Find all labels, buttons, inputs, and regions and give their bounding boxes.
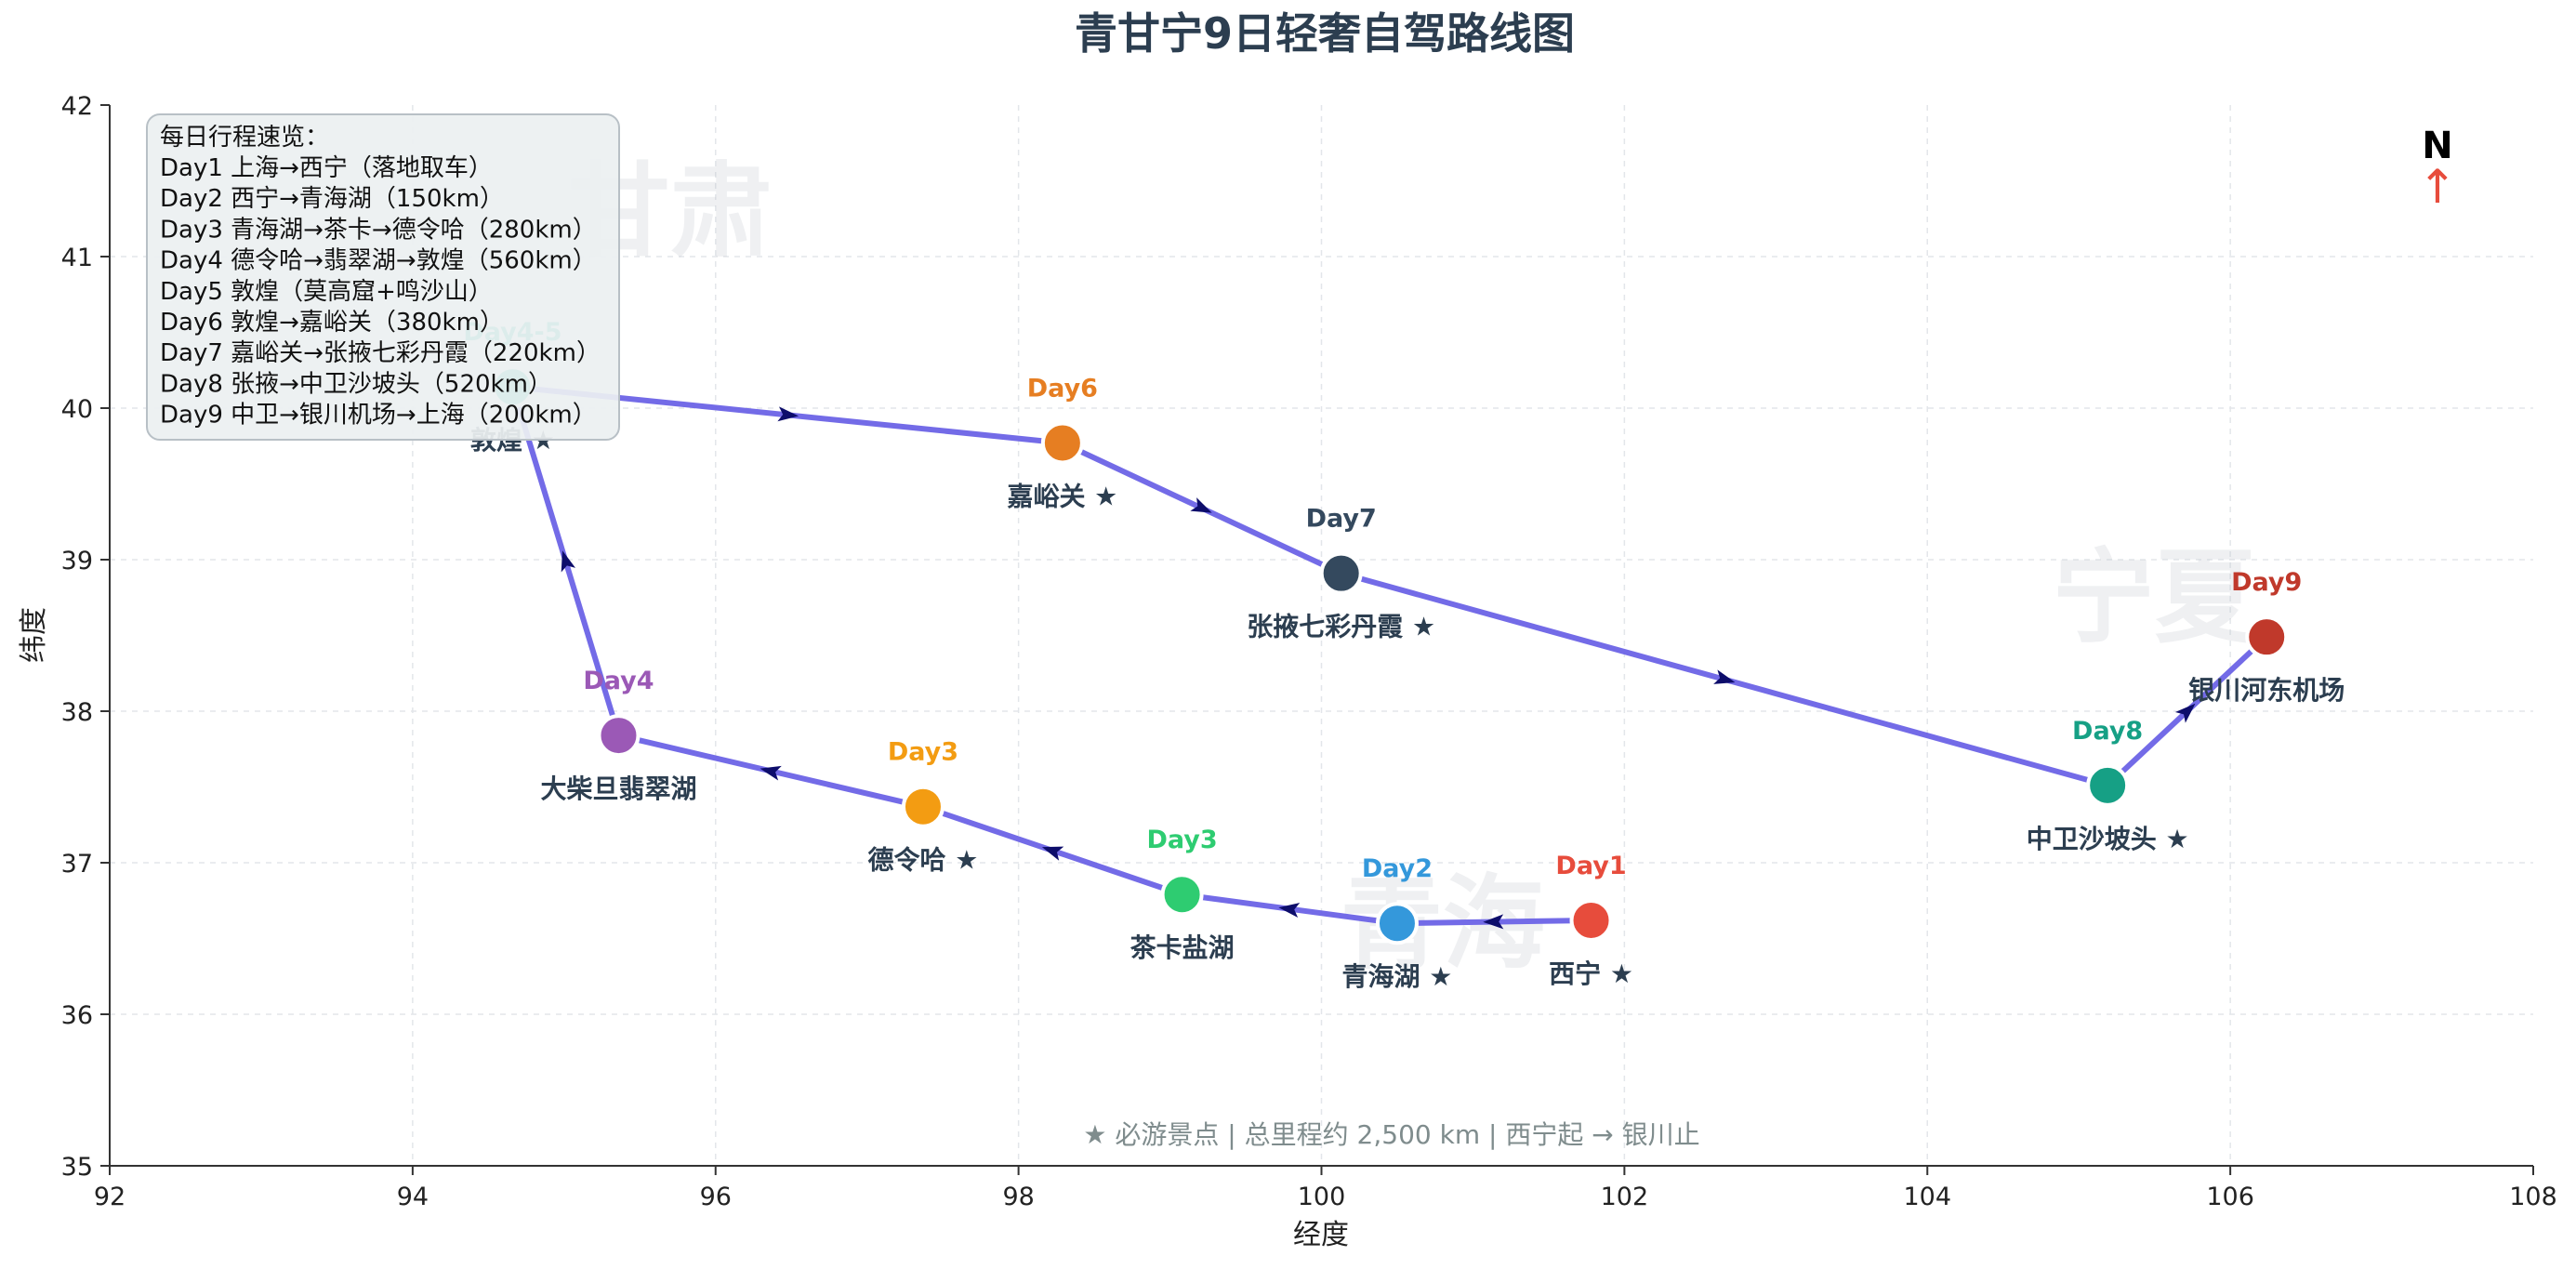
route-arrow (561, 550, 576, 573)
place-label: 嘉峪关 ★ (1007, 481, 1117, 511)
day-label: Day3 (888, 738, 958, 767)
day-label: Day2 (1362, 854, 1433, 883)
route-arrow (1713, 669, 1736, 684)
legend-box: 每日行程速览： Day1 上海→西宁（落地取车） Day2 西宁→青海湖（150k… (146, 113, 620, 441)
stop-marker (2245, 615, 2289, 659)
legend-title: 每日行程速览： (160, 124, 329, 152)
stop-marker (1375, 902, 1419, 945)
route-arrow (1278, 903, 1301, 918)
place-label: 银川河东机场 (2188, 675, 2345, 706)
day-label: Day4 (583, 667, 654, 695)
point-labels: Day1 西宁 ★ Day2 青海湖 ★ Day3 茶卡盐湖 Day3 德令哈 ★ Day4 大柴… (463, 318, 2345, 992)
x-tick-label: 108 (2509, 1183, 2557, 1211)
x-tick-label: 100 (1298, 1183, 1346, 1211)
day-label: Day8 (2072, 717, 2143, 746)
route-arrow (2174, 703, 2196, 723)
region-label: 宁夏 (2053, 538, 2258, 657)
y-tick-label: 40 (61, 395, 93, 424)
place-label: 中卫沙坡头 ★ (2027, 824, 2189, 854)
x-tick-label: 104 (1903, 1183, 1951, 1211)
legend-background (146, 113, 620, 441)
day-label: Day7 (1306, 505, 1377, 534)
x-axis-label: 经度 (1293, 1219, 1349, 1251)
footer-note: ★ 必游景点 | 总里程约 2,500 km | 西宁起 → 银川止 (1083, 1119, 1699, 1150)
y-tick-label: 42 (61, 92, 93, 121)
y-tick-label: 39 (61, 547, 93, 575)
route-arrow (1483, 914, 1504, 930)
y-tick-label: 41 (61, 244, 93, 272)
place-label: 茶卡盐湖 (1130, 932, 1235, 963)
north-arrow-icon: ↑ (2418, 160, 2457, 214)
chart-title: 青甘宁9日轻奢自驾路线图 (1075, 8, 1575, 59)
route-arrow (1190, 497, 1212, 513)
y-tick-label: 38 (61, 698, 93, 727)
place-label: 西宁 ★ (1549, 958, 1633, 989)
route-arrow (777, 406, 799, 422)
legend-line: Day8 张掖→中卫沙坡头（520km） (160, 370, 552, 398)
stop-marker (597, 714, 641, 758)
y-tick-label: 36 (61, 1001, 93, 1030)
route-line (509, 384, 2270, 927)
day-label: Day6 (1027, 374, 1098, 403)
legend-lines: Day1 上海→西宁（落地取车） Day2 西宁→青海湖（150km） Day3 青… (160, 154, 601, 430)
stop-marker (2086, 763, 2130, 807)
x-ticks: 92 94 96 98 100 102 104 106 108 (94, 1166, 2557, 1211)
x-tick-label: 94 (397, 1183, 429, 1211)
legend-line: Day4 德令哈→翡翠湖→敦煌（560km） (160, 247, 597, 275)
place-label: 张掖七彩丹霞 ★ (1247, 612, 1435, 642)
route-path (509, 384, 2270, 927)
legend-line: Day2 西宁→青海湖（150km） (160, 185, 504, 213)
stop-marker (1040, 421, 1084, 465)
route-arrows (561, 406, 2196, 930)
day-label: Day3 (1146, 826, 1217, 854)
stop-marker (901, 785, 945, 828)
y-ticks: 35 36 37 38 39 40 41 42 (61, 92, 110, 1182)
route-arrow (1041, 846, 1064, 861)
x-tick-label: 92 (94, 1183, 125, 1211)
x-tick-label: 98 (1002, 1183, 1034, 1211)
y-tick-label: 37 (61, 850, 93, 879)
y-tick-label: 35 (61, 1153, 93, 1182)
x-tick-label: 96 (700, 1183, 732, 1211)
legend-line: Day6 敦煌→嘉峪关（380km） (160, 309, 504, 337)
place-label: 大柴旦翡翠湖 (540, 773, 696, 804)
x-tick-label: 106 (2206, 1183, 2254, 1211)
stop-marker (1569, 898, 1613, 942)
place-label: 青海湖 ★ (1342, 961, 1453, 992)
legend-line: Day3 青海湖→茶卡→德令哈（280km） (160, 216, 597, 244)
route-arrow (760, 765, 782, 781)
legend-line: Day7 嘉峪关→张掖七彩丹霞（220km） (160, 339, 601, 367)
legend-line: Day5 敦煌（莫高窟+鸣沙山） (160, 278, 493, 306)
compass-north-label: N (2422, 125, 2452, 167)
day-label: Day9 (2231, 568, 2302, 597)
y-axis-label: 纬度 (18, 607, 50, 663)
stop-marker (1319, 551, 1363, 595)
stop-marker (1160, 873, 1204, 917)
legend-line: Day9 中卫→银川机场→上海（200km） (160, 402, 597, 430)
place-label: 德令哈 ★ (868, 845, 979, 876)
day-label: Day1 (1555, 852, 1626, 880)
x-tick-label: 102 (1601, 1183, 1649, 1211)
compass: N ↑ (2418, 125, 2457, 214)
legend-line: Day1 上海→西宁（落地取车） (160, 154, 493, 182)
